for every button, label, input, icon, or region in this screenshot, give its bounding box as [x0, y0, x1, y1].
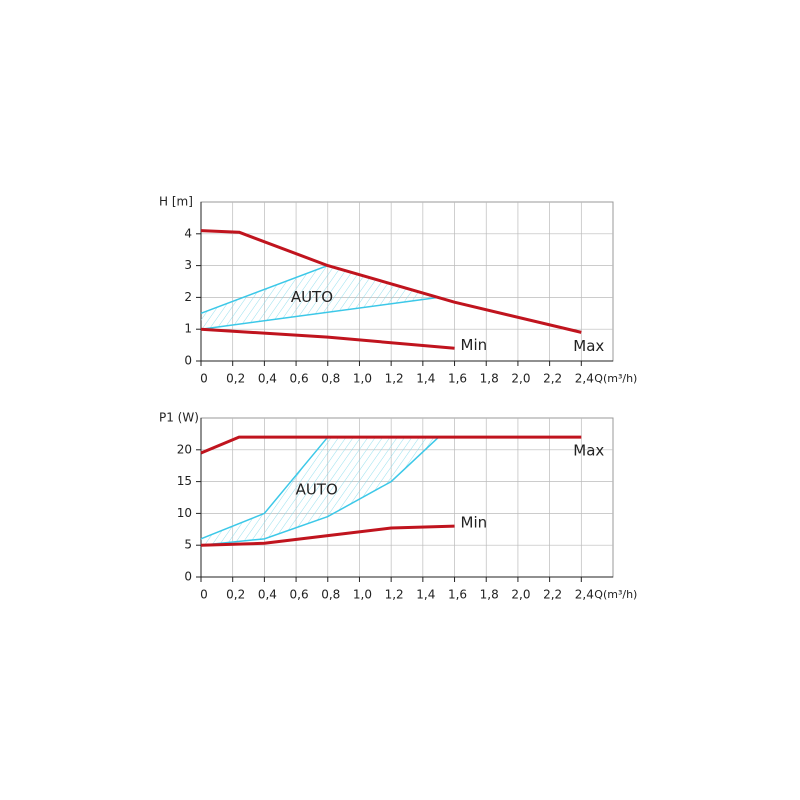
y-tick-label: 0	[184, 354, 192, 368]
x-tick-label: 0,4	[258, 372, 277, 386]
y-tick-label: 1	[184, 322, 192, 336]
x-tick-label: 0,8	[321, 372, 340, 386]
x-tick-label: 0,4	[258, 588, 277, 602]
auto-boundary	[200, 436, 440, 546]
auto-boundary	[200, 296, 439, 330]
x-tick-label: 1,0	[353, 372, 372, 386]
series-label: Max	[573, 442, 604, 460]
y-tick-label: 10	[177, 506, 192, 520]
series-label: Min	[461, 336, 488, 354]
x-tick-label: 0,8	[321, 588, 340, 602]
x-tick-label: 1,8	[480, 588, 499, 602]
x-tick-label: 1,2	[385, 588, 404, 602]
x-tick-label: 0,2	[226, 588, 245, 602]
y-tick-label: 15	[177, 474, 192, 488]
y-tick-label: 3	[184, 258, 192, 272]
auto-label: AUTO	[296, 480, 338, 498]
x-tick-label: 1,6	[448, 588, 467, 602]
x-tick-label: 2,4	[575, 588, 594, 602]
y-tick-label: 0	[184, 570, 192, 584]
x-tick-label: 0,2	[226, 372, 245, 386]
series-line	[200, 229, 582, 334]
x-tick-label: 2,2	[543, 372, 562, 386]
y-tick-label: 4	[184, 226, 192, 240]
series-line	[200, 327, 455, 350]
x-tick-label: 0	[200, 588, 208, 602]
x-tick-label: 2,0	[511, 588, 530, 602]
x-axis-label: Q(m³/h)	[594, 372, 637, 385]
x-tick-label: 1,2	[385, 372, 404, 386]
x-tick-label: 1,4	[416, 588, 435, 602]
x-tick-label: 1,4	[416, 372, 435, 386]
y-axis-label: P1 (W)	[159, 411, 199, 425]
y-tick-label: 5	[184, 538, 192, 552]
x-tick-label: 2,4	[575, 372, 594, 386]
x-tick-label: 1,8	[480, 372, 499, 386]
x-tick-label: 1,0	[353, 588, 372, 602]
x-tick-label: 0,6	[290, 372, 309, 386]
series-line	[200, 435, 582, 455]
series-label: Max	[573, 337, 604, 355]
x-tick-label: 1,6	[448, 372, 467, 386]
x-tick-label: 0	[200, 372, 208, 386]
x-tick-label: 2,0	[511, 372, 530, 386]
auto-label: AUTO	[291, 288, 333, 306]
y-tick-label: 2	[184, 290, 192, 304]
x-axis-label: Q(m³/h)	[594, 588, 637, 601]
y-axis-label: H [m]	[159, 195, 193, 209]
x-tick-label: 2,2	[543, 588, 562, 602]
plot-area	[200, 201, 614, 362]
x-tick-label: 0,6	[290, 588, 309, 602]
series-label: Min	[461, 514, 488, 532]
auto-area	[201, 437, 439, 546]
y-tick-label: 20	[177, 442, 192, 456]
series-line	[200, 524, 455, 547]
